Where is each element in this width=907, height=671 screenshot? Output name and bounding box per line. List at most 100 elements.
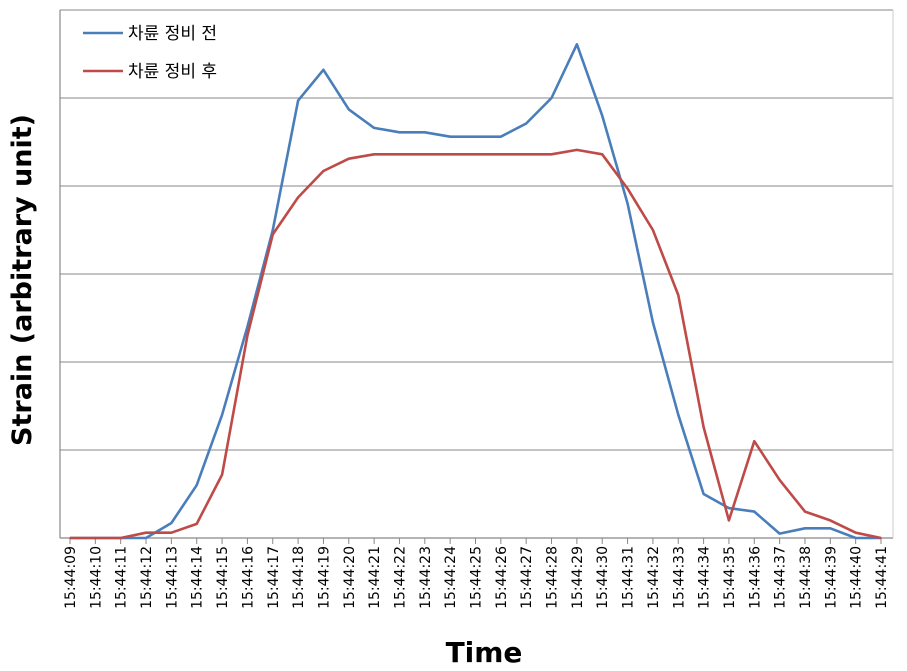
series-1-point bbox=[69, 537, 71, 539]
series-1-point bbox=[145, 531, 147, 534]
series-0-point bbox=[829, 527, 832, 530]
series-1-point bbox=[728, 519, 730, 522]
x-tick-label: 15:44:21 bbox=[367, 546, 383, 609]
x-tick-label: 15:44:14 bbox=[190, 546, 206, 609]
series-1-point bbox=[804, 510, 806, 513]
series-0-point bbox=[804, 527, 806, 530]
x-tick-labels: 15:44:09 15:44:10 15:44:11 15:44:12 15:44:13… bbox=[63, 546, 890, 609]
series-1-point bbox=[94, 537, 97, 539]
series-0-point bbox=[474, 135, 477, 138]
x-tick-label: 15:44:29 bbox=[570, 546, 586, 609]
series-1-point bbox=[398, 153, 401, 156]
x-tick-label: 15:44:24 bbox=[443, 546, 459, 609]
series-0 bbox=[69, 42, 882, 540]
legend-entry-0: 차륜 정비 전 bbox=[83, 24, 217, 44]
x-tick-label: 15:44:34 bbox=[697, 546, 713, 609]
x-tick-label: 15:44:23 bbox=[418, 546, 434, 609]
x-tick-label: 15:44:39 bbox=[823, 546, 839, 609]
series-1-point bbox=[474, 153, 477, 156]
series-0-point bbox=[195, 484, 198, 487]
y-gridlines bbox=[60, 9, 893, 451]
series-1-point bbox=[576, 149, 578, 151]
series-0-point bbox=[525, 122, 527, 125]
x-tick-label: 15:44:27 bbox=[519, 546, 535, 609]
x-tick-label: 15:44:38 bbox=[798, 546, 814, 609]
series-1-point bbox=[601, 153, 604, 156]
series-1-point bbox=[880, 537, 882, 539]
series-1-point bbox=[677, 294, 680, 296]
x-tick-label: 15:44:30 bbox=[595, 546, 611, 609]
x-tick-label: 15:44:16 bbox=[240, 546, 256, 609]
series-1-point bbox=[246, 334, 249, 337]
series-0-point bbox=[170, 522, 173, 524]
x-tick-label: 15:44:18 bbox=[291, 546, 307, 609]
series-0-point bbox=[626, 202, 629, 205]
series-line-1 bbox=[70, 148, 882, 540]
series-1-point bbox=[271, 233, 274, 236]
series-0-point bbox=[728, 507, 730, 509]
series-1-point bbox=[170, 531, 173, 534]
x-tick-label: 15:44:37 bbox=[773, 546, 789, 609]
x-tick-label: 15:44:36 bbox=[747, 546, 763, 609]
series-1-point bbox=[322, 170, 325, 172]
series-0-point bbox=[297, 99, 299, 102]
x-tick-label: 15:44:32 bbox=[646, 546, 662, 609]
x-tick-label: 15:44:20 bbox=[342, 546, 358, 609]
series-0-point bbox=[753, 510, 756, 513]
series-1-point bbox=[449, 153, 451, 156]
series-0-point bbox=[677, 414, 680, 416]
series-1-point bbox=[829, 519, 832, 522]
series-1-point bbox=[500, 153, 502, 156]
series-0-point bbox=[145, 537, 147, 539]
series-1-point bbox=[652, 229, 654, 231]
series-line-0 bbox=[70, 42, 881, 540]
x-tick-label: 15:44:11 bbox=[114, 546, 130, 609]
x-tick-label: 15:44:15 bbox=[215, 546, 231, 609]
x-tick-label: 15:44:40 bbox=[849, 546, 865, 609]
series-1-point bbox=[778, 479, 781, 481]
series-0-point bbox=[322, 69, 325, 71]
x-tick-label: 15:44:31 bbox=[621, 546, 637, 609]
series-1-point bbox=[373, 153, 375, 156]
legend-label-1: 차륜 정비 후 bbox=[128, 62, 217, 82]
series-0-point bbox=[398, 131, 401, 134]
x-tick-marks bbox=[69, 538, 882, 544]
series-0-point bbox=[601, 114, 604, 117]
series-lines bbox=[69, 42, 882, 540]
series-0-point bbox=[576, 43, 578, 46]
x-tick-label: 15:44:35 bbox=[722, 546, 738, 609]
series-1-point bbox=[525, 153, 527, 156]
series-1-point bbox=[702, 426, 705, 428]
series-0-point bbox=[778, 532, 781, 535]
series-1-point bbox=[550, 153, 553, 156]
x-tick-label: 15:44:17 bbox=[266, 546, 282, 609]
x-tick-label: 15:44:22 bbox=[392, 546, 408, 609]
series-0-point bbox=[854, 537, 857, 539]
x-tick-label: 15:44:25 bbox=[469, 546, 485, 609]
series-0-point bbox=[652, 321, 654, 324]
series-0-point bbox=[702, 493, 705, 495]
x-tick-label: 15:44:13 bbox=[164, 546, 180, 609]
x-tick-label: 15:44:28 bbox=[545, 546, 561, 609]
series-1-point bbox=[626, 187, 629, 190]
series-0-point bbox=[221, 414, 223, 416]
x-tick-label: 15:44:09 bbox=[63, 546, 79, 609]
series-0-point bbox=[424, 131, 426, 134]
y-axis-label: Strain (arbitrary unit) bbox=[7, 114, 38, 446]
series-1-point bbox=[424, 153, 426, 156]
legend-label-0: 차륜 정비 전 bbox=[128, 24, 217, 44]
legend-entry-1: 차륜 정비 후 bbox=[83, 62, 217, 82]
series-0-point bbox=[449, 135, 451, 138]
x-tick-label: 15:44:33 bbox=[671, 546, 687, 609]
x-tick-label: 15:44:10 bbox=[88, 546, 104, 609]
legend: 차륜 정비 전 차륜 정비 후 bbox=[83, 24, 217, 82]
series-1-point bbox=[347, 157, 350, 160]
series-0-point bbox=[373, 127, 375, 129]
series-1-point bbox=[753, 440, 756, 443]
series-1-point bbox=[119, 537, 122, 539]
x-tick-label: 15:44:19 bbox=[316, 546, 332, 609]
series-1-point bbox=[297, 196, 299, 199]
series-1-point bbox=[854, 531, 857, 534]
series-0-point bbox=[550, 97, 553, 99]
